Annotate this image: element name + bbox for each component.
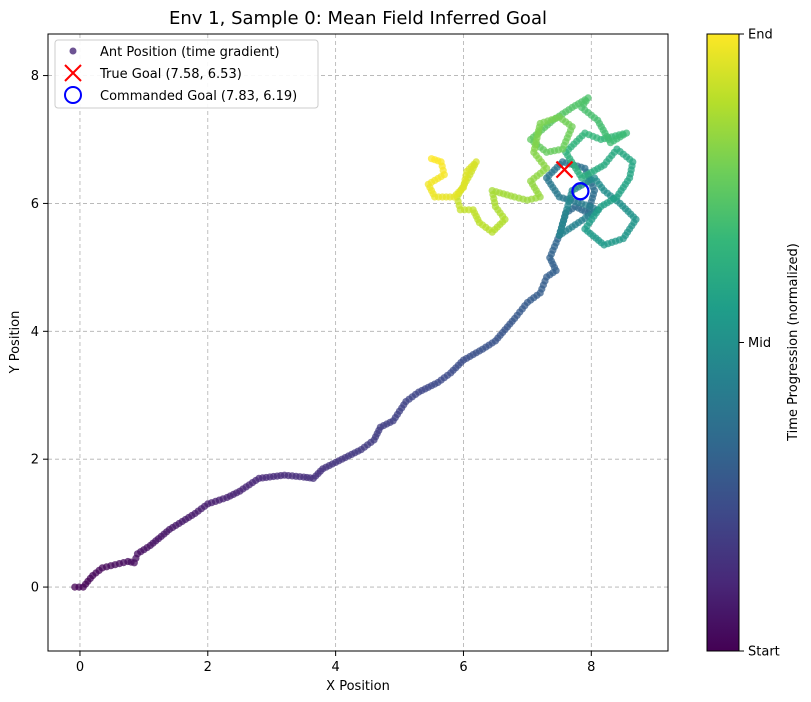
- chart-title: Env 1, Sample 0: Mean Field Inferred Goa…: [169, 8, 547, 29]
- legend-label-commanded-goal: Commanded Goal (7.83, 6.19): [100, 89, 297, 104]
- y-tick-label: 8: [31, 69, 39, 84]
- legend-label-ant: Ant Position (time gradient): [100, 45, 280, 60]
- colorbar-tick-label: Mid: [748, 336, 771, 351]
- legend-box: [54, 39, 319, 109]
- y-axis-label: Y Position: [8, 311, 23, 375]
- x-axis-label: X Position: [326, 679, 390, 694]
- legend-marker-true-goal: [64, 64, 82, 82]
- commanded-goal-marker: [571, 182, 590, 201]
- trajectory-points: [71, 94, 640, 591]
- x-tick-label: 2: [204, 660, 212, 675]
- colorbar-tick-label: Start: [748, 645, 780, 660]
- x-tick-label: 6: [459, 660, 467, 675]
- colorbar-gradient: [706, 33, 740, 652]
- colorbar: Start Mid End Time Progression (normalized…: [706, 28, 801, 660]
- y-tick-label: 6: [31, 197, 39, 212]
- y-tick-label: 4: [31, 325, 39, 340]
- ant-position-point: [427, 155, 436, 163]
- x-tick-label: 8: [587, 660, 595, 675]
- y-tick-label: 0: [31, 581, 39, 596]
- plot-frame: [47, 33, 669, 652]
- colorbar-tick-label: End: [748, 28, 773, 43]
- legend-label-true-goal: True Goal (7.58, 6.53): [99, 67, 242, 82]
- gridlines: [48, 34, 668, 651]
- x-tick-label: 0: [76, 660, 84, 675]
- true-goal-marker: [555, 160, 574, 179]
- x-axis-ticks: 0 2 4 6 8: [76, 651, 595, 675]
- y-axis-ticks: 0 2 4 6 8: [31, 69, 48, 596]
- colorbar-ticks: Start Mid End: [739, 28, 780, 660]
- y-tick-label: 2: [31, 453, 39, 468]
- legend-marker-ant: [69, 47, 77, 55]
- x-tick-label: 4: [331, 660, 339, 675]
- colorbar-label: Time Progression (normalized): [786, 243, 801, 442]
- legend: Ant Position (time gradient) True Goal (…: [54, 39, 319, 109]
- legend-marker-commanded-goal: [64, 86, 82, 104]
- goal-markers: [555, 160, 590, 201]
